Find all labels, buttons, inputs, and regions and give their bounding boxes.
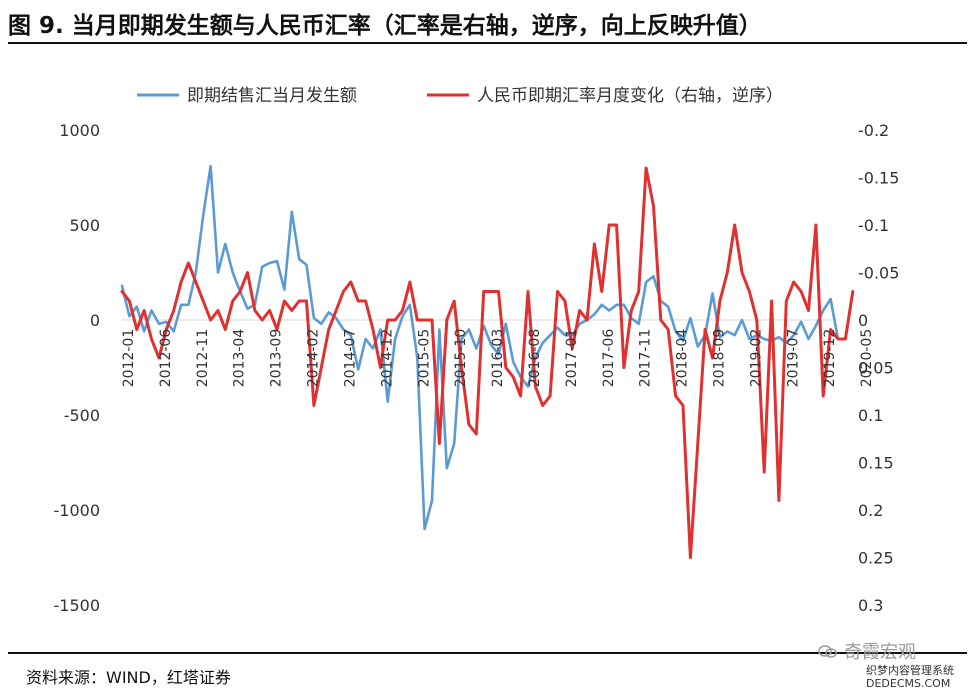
x-axis-tick-label: 2013-04 — [232, 329, 248, 388]
watermark: 奇霞宏观 — [818, 638, 916, 664]
x-axis-tick-label: 2016-08 — [527, 329, 543, 388]
x-axis-tick-label: 2014-07 — [342, 329, 358, 388]
x-axis-tick-label: 2017-01 — [564, 329, 580, 388]
left-axis-tick-label: 500 — [69, 216, 100, 235]
right-axis-tick-label: 0.2 — [858, 501, 883, 520]
x-axis-tick-label: 2019-07 — [785, 329, 801, 388]
x-axis-tick-label: 2019-12 — [822, 329, 838, 388]
x-axis-tick-label: 2012-06 — [158, 329, 174, 388]
right-axis-tick-label: 0.15 — [858, 454, 894, 473]
x-axis-tick-label: 2018-04 — [675, 329, 691, 388]
left-axis-tick-label: 0 — [90, 311, 100, 330]
source-rule — [8, 652, 967, 654]
title-rule — [8, 42, 967, 44]
right-axis-tick-label: -0.2 — [858, 121, 889, 140]
left-axis-tick-label: -1500 — [54, 596, 101, 615]
watermark-text: 奇霞宏观 — [844, 642, 916, 663]
x-axis-tick-label: 2016-03 — [490, 329, 506, 388]
x-axis-tick-label: 2014-02 — [306, 329, 322, 388]
right-axis-tick-label: -0.1 — [858, 216, 889, 235]
series-line-cny-change — [120, 166, 855, 559]
x-axis-tick-label: 2017-11 — [638, 329, 654, 388]
right-axis-tick-label: 0.25 — [858, 549, 894, 568]
dedecms-watermark-line1: 织梦内容管理系统 — [866, 664, 954, 677]
x-axis-tick-label: 2014-12 — [379, 329, 395, 388]
dedecms-watermark-line2: DEDECMS.COM — [866, 677, 951, 690]
right-axis-tick-label: 0.05 — [858, 359, 894, 378]
x-axis-tick-label: 2012-01 — [121, 329, 137, 388]
figure-title: 图 9. 当月即期发生额与人民币汇率（汇率是右轴，逆序，向上反映升值） — [8, 13, 762, 39]
x-axis-tick-label: 2015-05 — [416, 329, 432, 388]
x-axis-tick-label: 2017-06 — [601, 329, 617, 388]
source-note: 资料来源：WIND，红塔证券 — [26, 668, 231, 687]
right-axis-tick-label: 0.3 — [858, 596, 883, 615]
right-axis-tick-label: -0.15 — [858, 169, 899, 188]
left-axis-tick-label: -1000 — [54, 501, 101, 520]
left-axis-tick-label: -500 — [64, 406, 100, 425]
legend-label: 即期结售汇当月发生额 — [187, 86, 357, 106]
x-axis-tick-label: 2020-05 — [859, 329, 875, 388]
left-axis-tick-label: 1000 — [59, 121, 100, 140]
right-axis-tick-label: 0 — [858, 311, 868, 330]
dedecms-watermark: 织梦内容管理系统 DEDECMS.COM — [866, 664, 954, 690]
x-axis-tick-label: 2019-02 — [748, 329, 764, 388]
x-axis-tick-label: 2012-11 — [195, 329, 211, 388]
legend-label: 人民币即期汇率月度变化（右轴，逆序） — [477, 86, 783, 106]
wechat-icon — [818, 645, 837, 658]
x-axis-tick-label: 2013-09 — [269, 329, 285, 388]
x-axis-tick-label: 2015-10 — [453, 329, 469, 388]
x-axis-tick-label: 2018-09 — [712, 329, 728, 388]
right-axis-tick-label: 0.1 — [858, 406, 883, 425]
right-axis-tick-label: -0.05 — [858, 264, 899, 283]
